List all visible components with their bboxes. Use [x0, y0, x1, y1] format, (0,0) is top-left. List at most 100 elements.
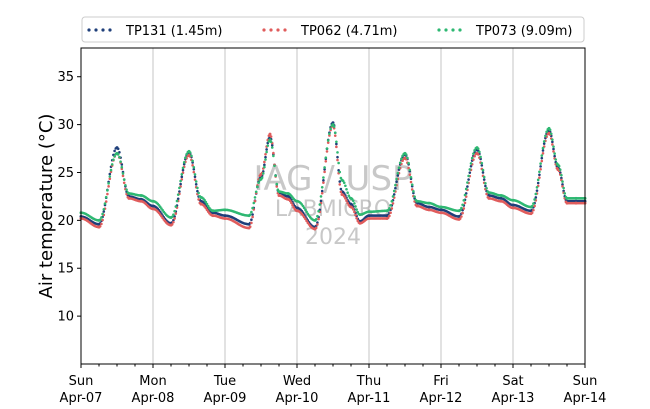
series-dot: [473, 154, 476, 158]
series-dot: [306, 212, 310, 216]
series-dot: [538, 170, 541, 174]
series-dot: [118, 155, 121, 159]
series-dot: [355, 208, 358, 211]
series-dot: [548, 128, 552, 132]
series-dot: [107, 185, 110, 188]
series-dot: [180, 175, 184, 179]
series-dot: [354, 205, 357, 208]
series-dot: [460, 206, 463, 210]
series-dot: [118, 150, 121, 154]
series-dot: [173, 215, 176, 218]
series-dot: [192, 170, 196, 174]
series-dot: [176, 197, 180, 201]
series-dot: [122, 178, 126, 181]
series-dot: [386, 208, 390, 212]
series-dot: [317, 209, 320, 213]
series-dot: [292, 205, 295, 209]
series-dot: [391, 195, 395, 198]
series-dot: [479, 155, 482, 159]
series-dot: [461, 211, 464, 215]
series-dot: [270, 146, 274, 149]
x-tick-day: Mon: [139, 374, 166, 389]
series-dot: [386, 216, 390, 220]
series-dot: [120, 163, 124, 166]
series-dot: [549, 132, 553, 136]
x-axis: Sun Apr-07 Mon Apr-08 Tue Apr-09 Wed Apr-10 Thu A…: [60, 364, 606, 406]
series-dot: [98, 218, 102, 221]
series-dot: [266, 144, 270, 147]
series-dot: [323, 166, 326, 169]
series-dot: [351, 199, 355, 203]
series-dot: [184, 156, 187, 160]
series-dot: [324, 159, 328, 163]
series-dot: [194, 180, 198, 183]
series-dot: [562, 186, 565, 190]
legend-marker: [283, 28, 287, 32]
series-dot: [104, 200, 108, 203]
series-dot: [314, 226, 318, 230]
series-dot: [389, 211, 392, 214]
legend: TP131 (1.45m) TP062 (4.71m) TP073 (9.09m): [81, 16, 585, 43]
series-dot: [322, 179, 325, 182]
legend-marker: [451, 28, 455, 32]
series-dot: [464, 187, 468, 191]
series-dot: [388, 207, 391, 210]
legend-label: TP062 (4.71m): [300, 24, 397, 39]
series-dot: [333, 131, 337, 135]
series-dot: [353, 210, 356, 214]
series-dot: [536, 178, 540, 182]
series-dot: [122, 181, 126, 185]
series-dot: [395, 180, 398, 184]
series-dot: [485, 192, 488, 196]
x-tick-day: Sun: [69, 374, 94, 389]
series-dot: [466, 185, 469, 188]
series-dot: [404, 153, 408, 156]
series-dot: [174, 205, 178, 208]
series-dot: [328, 132, 331, 136]
series-dot: [562, 189, 565, 193]
series-dot: [339, 190, 343, 194]
series-dot: [390, 199, 394, 203]
series-dot: [193, 175, 197, 179]
series-dot: [551, 143, 554, 146]
x-tick-date: Apr-12: [420, 391, 463, 406]
series-dot: [251, 213, 254, 216]
series-dot: [179, 182, 182, 186]
series-dot: [320, 189, 324, 193]
series-dot: [538, 176, 541, 179]
series-dot: [125, 188, 128, 192]
series-dot: [290, 201, 293, 205]
series-dot: [305, 219, 308, 223]
series-dot: [395, 177, 398, 181]
series-dot: [275, 185, 279, 188]
series-dot: [305, 210, 308, 214]
series-dot: [322, 181, 325, 184]
series-dot: [551, 140, 554, 144]
series-dot: [100, 222, 103, 226]
y-tick-label: 15: [57, 262, 74, 277]
series-dot: [557, 164, 561, 168]
series-dot: [170, 215, 174, 219]
series-dot: [345, 187, 348, 191]
series-dot: [197, 198, 200, 201]
series-dot: [206, 204, 210, 208]
series-dot: [484, 184, 487, 188]
series-dot: [320, 185, 324, 189]
series-dot: [185, 152, 188, 156]
series-dot: [406, 156, 409, 160]
series-dot: [121, 172, 125, 175]
series-dot: [318, 203, 322, 206]
legend-marker: [437, 28, 441, 32]
series-dot: [462, 207, 466, 210]
series-dot: [539, 165, 542, 168]
series-dot: [100, 216, 103, 219]
series-dot: [178, 186, 181, 190]
series-dot: [120, 165, 124, 169]
series-dot: [400, 157, 403, 161]
series-dot: [188, 151, 192, 154]
series-dot: [530, 211, 534, 215]
series-dot: [324, 156, 328, 159]
series-dot: [463, 193, 467, 197]
x-tick-date: Apr-07: [60, 391, 103, 406]
